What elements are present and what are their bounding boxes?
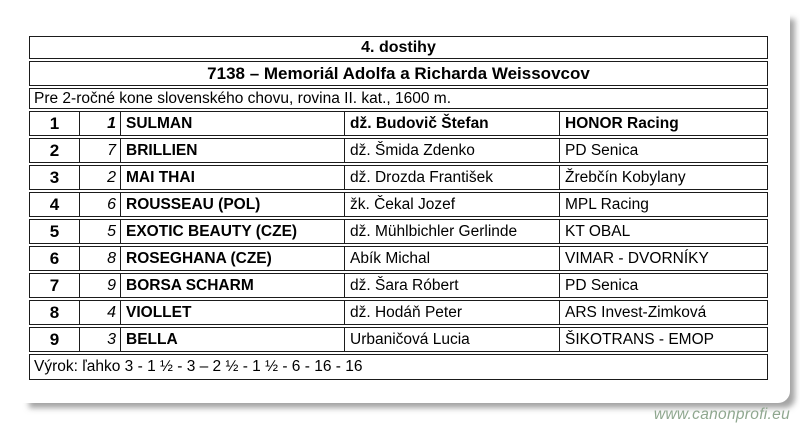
jockey-cell: dž. Mühlbichler Gerlinde xyxy=(345,220,560,243)
place-cell: 8 xyxy=(30,301,80,324)
place-cell: 6 xyxy=(30,247,80,270)
stable-cell: PD Senica xyxy=(565,142,639,159)
start-number-cell: 6 xyxy=(80,193,121,216)
jockey-cell: dž. Budovič Štefan xyxy=(345,112,560,135)
results-sheet: 4. dostihy 7138 – Memoriál Adolfa a Rich… xyxy=(29,36,768,380)
start-number-cell: 1 xyxy=(80,112,121,135)
place-cell: 2 xyxy=(30,139,80,162)
table-row: 1 1 SULMAN dž. Budovič Štefan HONOR Raci… xyxy=(29,111,768,136)
horse-cell: BRILLIEN xyxy=(121,139,345,162)
results-rows: 1 1 SULMAN dž. Budovič Štefan HONOR Raci… xyxy=(29,111,768,352)
jockey-cell: dž. Šmida Zdenko xyxy=(345,139,560,162)
horse-cell: EXOTIC BEAUTY (CZE) xyxy=(121,220,345,243)
watermark: www.canonprofi.eu xyxy=(653,406,790,423)
stable-cell: MPL Racing xyxy=(565,196,649,213)
horse-cell: VIOLLET xyxy=(121,301,345,324)
table-row: 3 2 MAI THAI dž. Drozda František Žrebčí… xyxy=(29,165,768,190)
table-row: 6 8 ROSEGHANA (CZE) Abík Michal VIMAR - … xyxy=(29,246,768,271)
start-number-cell: 7 xyxy=(80,139,121,162)
horse-cell: ROSEGHANA (CZE) xyxy=(121,247,345,270)
table-row: 7 9 BORSA SCHARM dž. Šara Róbert PD Seni… xyxy=(29,273,768,298)
race-conditions: Pre 2-ročné kone slovenského chovu, rovi… xyxy=(29,88,768,109)
place-cell: 9 xyxy=(30,328,80,351)
start-number-cell: 5 xyxy=(80,220,121,243)
start-number-cell: 8 xyxy=(80,247,121,270)
horse-cell: BELLA xyxy=(121,328,345,351)
table-row: 9 3 BELLA Urbaničová Lucia ŠIKOTRANS - E… xyxy=(29,327,768,352)
jockey-cell: Urbaničová Lucia xyxy=(345,328,560,351)
race-number-title: 4. dostihy xyxy=(29,36,768,59)
place-cell: 4 xyxy=(30,193,80,216)
jockey-cell: žk. Čekal Jozef xyxy=(345,193,560,216)
place-cell: 5 xyxy=(30,220,80,243)
horse-cell: MAI THAI xyxy=(121,166,345,189)
place-cell: 7 xyxy=(30,274,80,297)
jockey-cell: dž. Drozda František xyxy=(345,166,560,189)
table-row: 4 6 ROUSSEAU (POL) žk. Čekal Jozef MPL R… xyxy=(29,192,768,217)
verdict-line: Výrok: ľahko 3 - 1 ½ - 3 – 2 ½ - 1 ½ - 6… xyxy=(29,354,768,380)
horse-cell: SULMAN xyxy=(121,112,345,135)
table-row: 2 7 BRILLIEN dž. Šmida Zdenko PD Senica xyxy=(29,138,768,163)
start-number-cell: 9 xyxy=(80,274,121,297)
jockey-cell: Abík Michal xyxy=(345,247,560,270)
horse-cell: ROUSSEAU (POL) xyxy=(121,193,345,216)
start-number-cell: 4 xyxy=(80,301,121,324)
start-number-cell: 3 xyxy=(80,328,121,351)
jockey-cell: dž. Hodáň Peter xyxy=(345,301,560,324)
stable-cell: KT OBAL xyxy=(565,223,631,240)
place-cell: 1 xyxy=(30,112,80,135)
place-cell: 3 xyxy=(30,166,80,189)
stable-cell: PD Senica xyxy=(565,277,639,294)
stable-cell: ARS Invest-Zimková xyxy=(565,304,707,321)
scanned-results-page: 4. dostihy 7138 – Memoriál Adolfa a Rich… xyxy=(20,10,790,403)
jockey-cell: dž. Šara Róbert xyxy=(345,274,560,297)
table-row: 8 4 VIOLLET dž. Hodáň Peter ARS Invest-Z… xyxy=(29,300,768,325)
race-name-title: 7138 – Memoriál Adolfa a Richarda Weisso… xyxy=(29,61,768,86)
horse-cell: BORSA SCHARM xyxy=(121,274,345,297)
stable-cell: HONOR Racing xyxy=(565,115,679,132)
stable-cell: ŠIKOTRANS - EMOP xyxy=(565,331,714,348)
table-row: 5 5 EXOTIC BEAUTY (CZE) dž. Mühlbichler … xyxy=(29,219,768,244)
stable-cell: VIMAR - DVORNÍKY xyxy=(565,250,709,267)
stable-cell: Žrebčín Kobylany xyxy=(565,169,686,186)
start-number-cell: 2 xyxy=(80,166,121,189)
